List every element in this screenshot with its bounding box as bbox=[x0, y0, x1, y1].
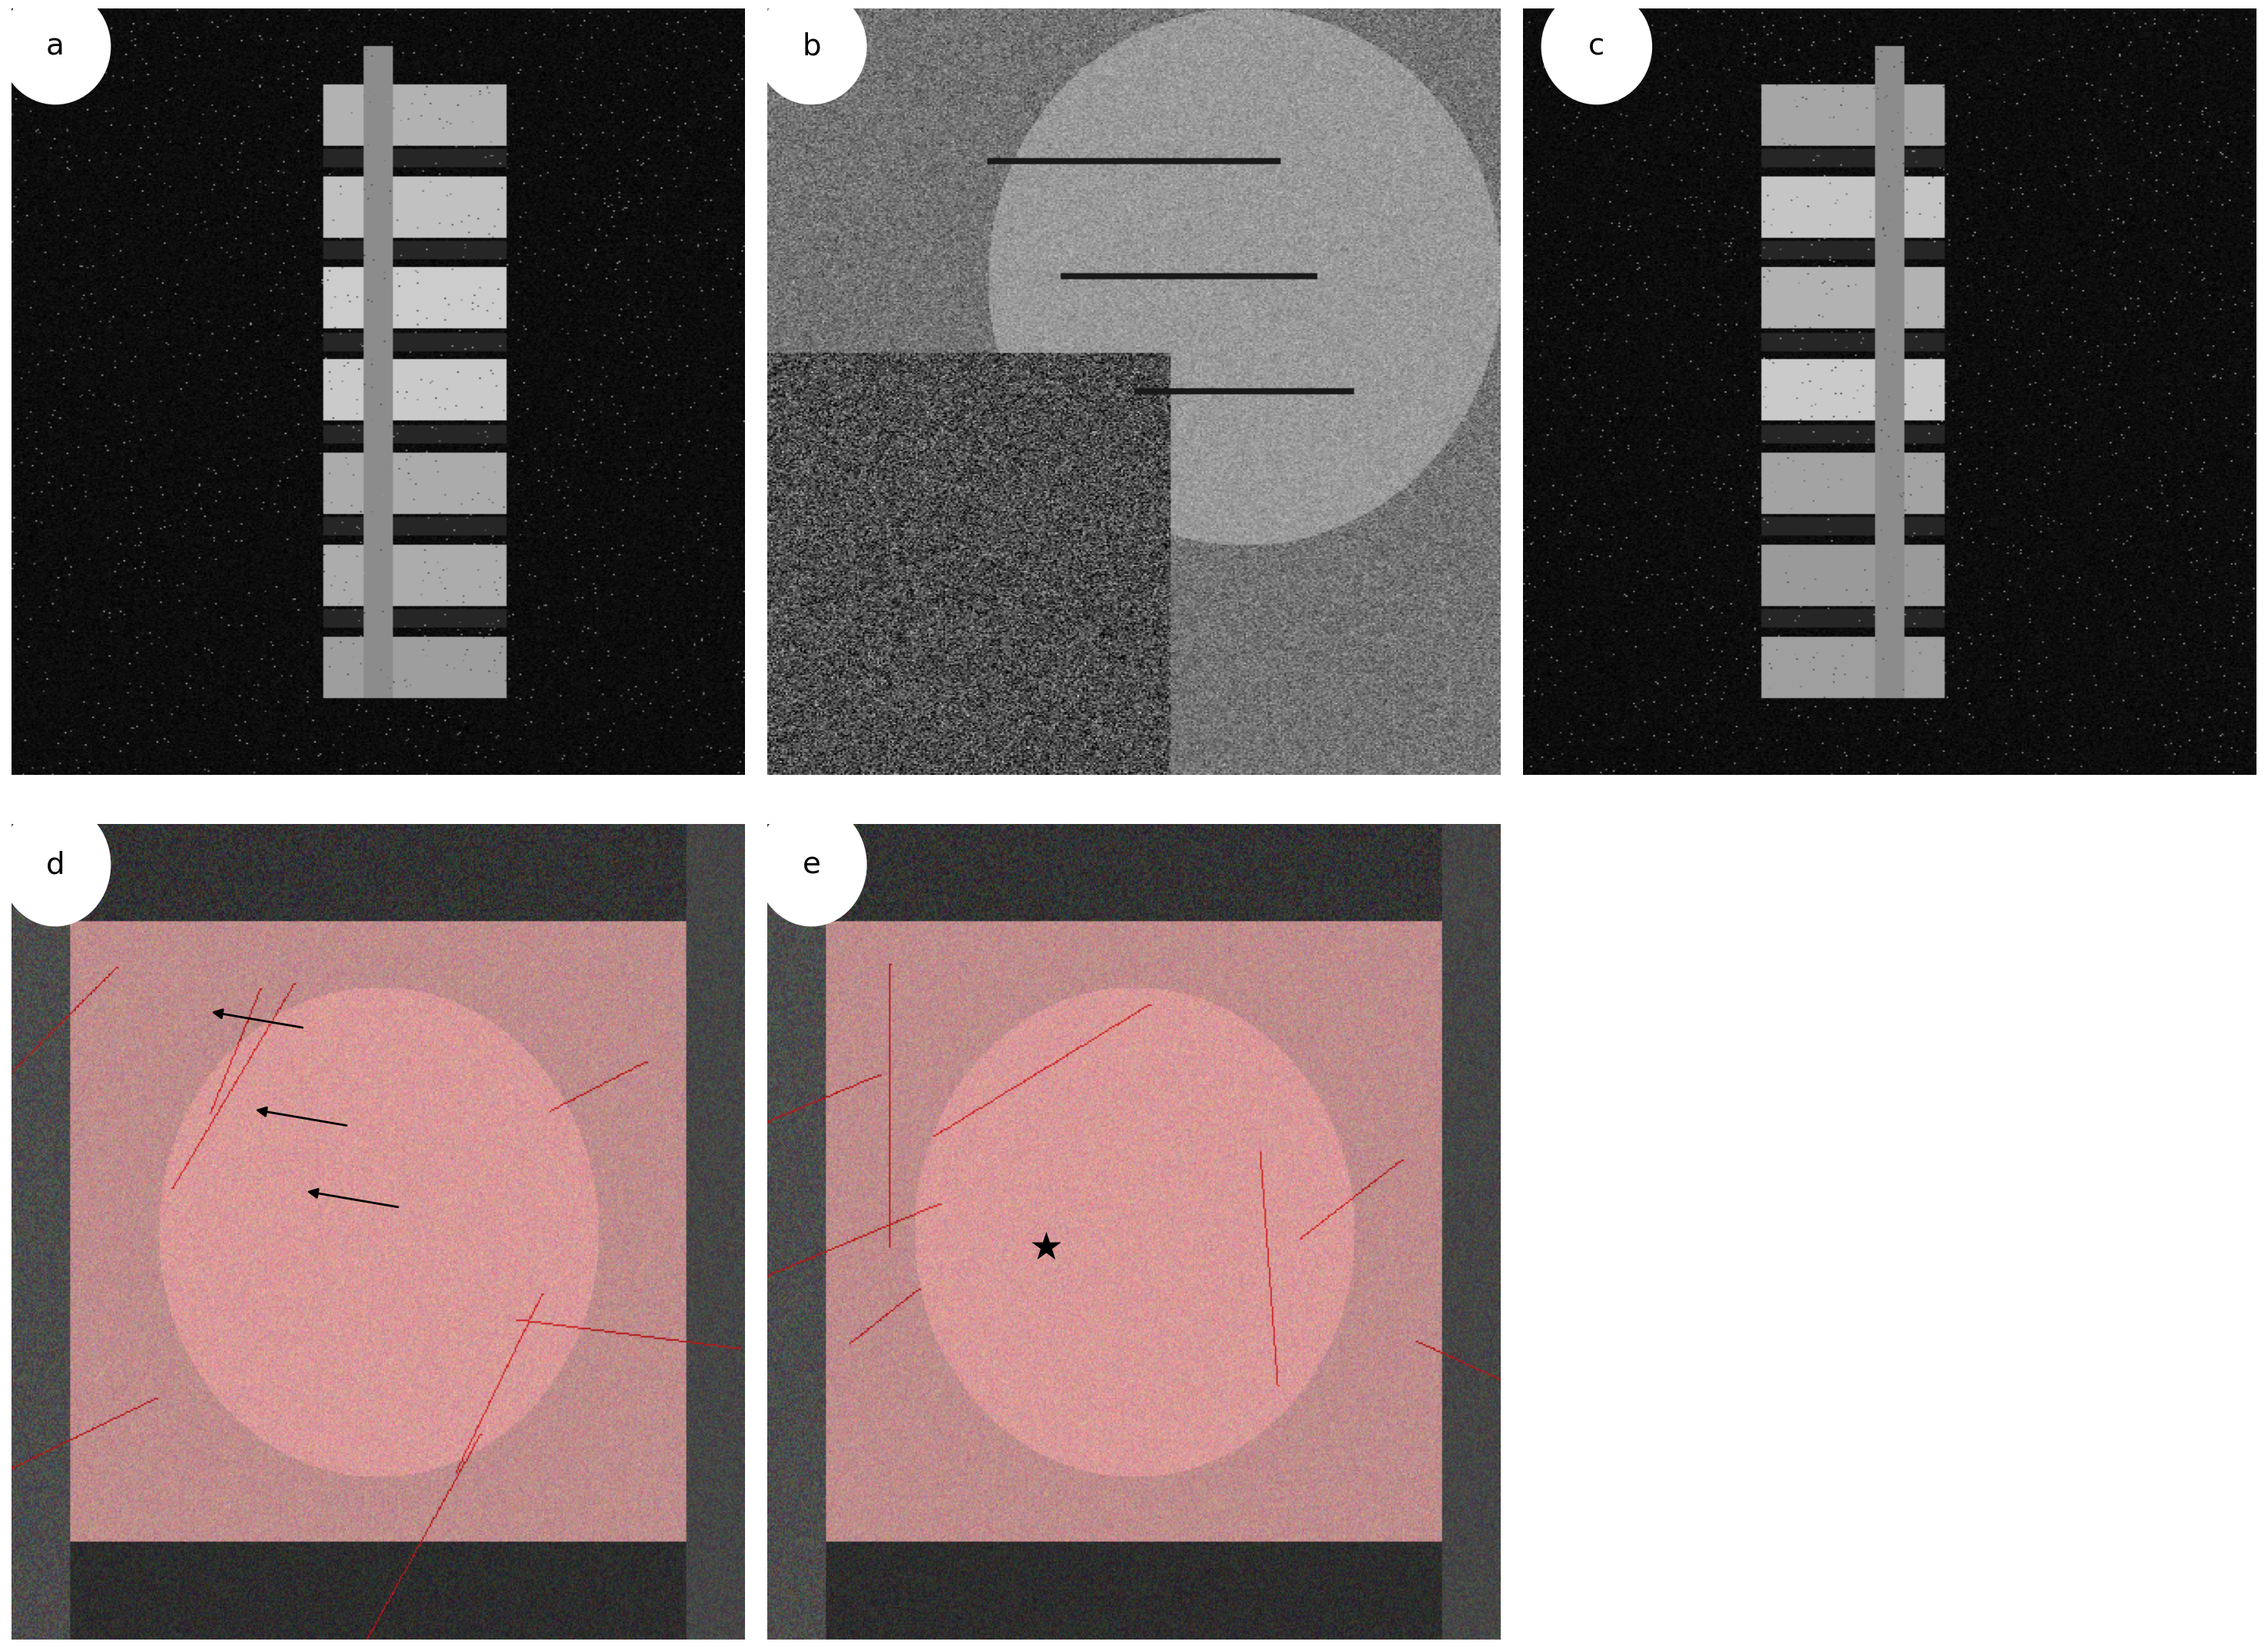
Text: a: a bbox=[45, 31, 64, 61]
Circle shape bbox=[1542, 0, 1651, 104]
Text: e: e bbox=[803, 850, 821, 880]
Circle shape bbox=[0, 0, 111, 104]
Text: ★: ★ bbox=[1030, 1229, 1064, 1267]
Text: b: b bbox=[803, 31, 821, 61]
Text: c: c bbox=[1588, 31, 1606, 61]
Circle shape bbox=[755, 0, 866, 104]
Text: d: d bbox=[45, 850, 66, 880]
Circle shape bbox=[755, 804, 866, 926]
Circle shape bbox=[0, 804, 111, 926]
